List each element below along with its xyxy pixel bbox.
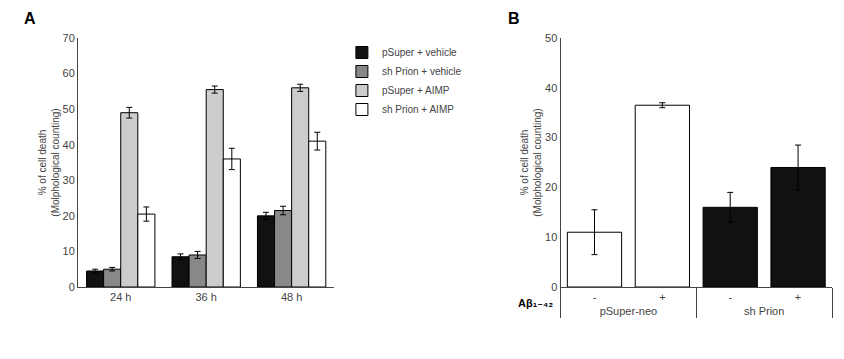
svg-text:40: 40: [63, 139, 75, 151]
svg-text:% of cell death(Molphological: % of cell death(Molphological counting): [37, 108, 61, 216]
svg-text:50: 50: [545, 32, 557, 44]
svg-text:+: +: [659, 291, 665, 303]
svg-text:40: 40: [545, 82, 557, 94]
svg-text:sh Prion + vehicle: sh Prion + vehicle: [382, 66, 462, 77]
svg-text:10: 10: [545, 231, 557, 243]
svg-text:60: 60: [63, 67, 75, 79]
svg-text:24 h: 24 h: [110, 291, 131, 303]
svg-text:70: 70: [63, 32, 75, 44]
svg-text:36 h: 36 h: [195, 291, 216, 303]
svg-text:B: B: [508, 10, 520, 27]
svg-text:+: +: [795, 291, 801, 303]
svg-text:-: -: [593, 291, 597, 303]
svg-text:% of cell death(Molphological: % of cell death(Molphological counting): [519, 108, 543, 216]
svg-text:Aβ₁₋₄₂: Aβ₁₋₄₂: [518, 297, 553, 309]
svg-text:10: 10: [63, 245, 75, 257]
svg-text:pSuper + vehicle: pSuper + vehicle: [382, 47, 457, 58]
svg-text:0: 0: [69, 281, 75, 293]
svg-text:sh Prion: sh Prion: [744, 305, 784, 317]
svg-text:A: A: [24, 10, 36, 27]
svg-text:20: 20: [545, 181, 557, 193]
svg-text:pSuper-neo: pSuper-neo: [600, 305, 658, 317]
svg-text:30: 30: [545, 131, 557, 143]
svg-text:pSuper + AIMP: pSuper + AIMP: [382, 85, 450, 96]
svg-text:50: 50: [63, 103, 75, 115]
svg-text:20: 20: [63, 210, 75, 222]
svg-text:-: -: [728, 291, 732, 303]
svg-text:0: 0: [551, 281, 557, 293]
svg-text:48 h: 48 h: [281, 291, 302, 303]
svg-text:30: 30: [63, 174, 75, 186]
svg-text:sh Prion + AIMP: sh Prion + AIMP: [382, 104, 454, 115]
